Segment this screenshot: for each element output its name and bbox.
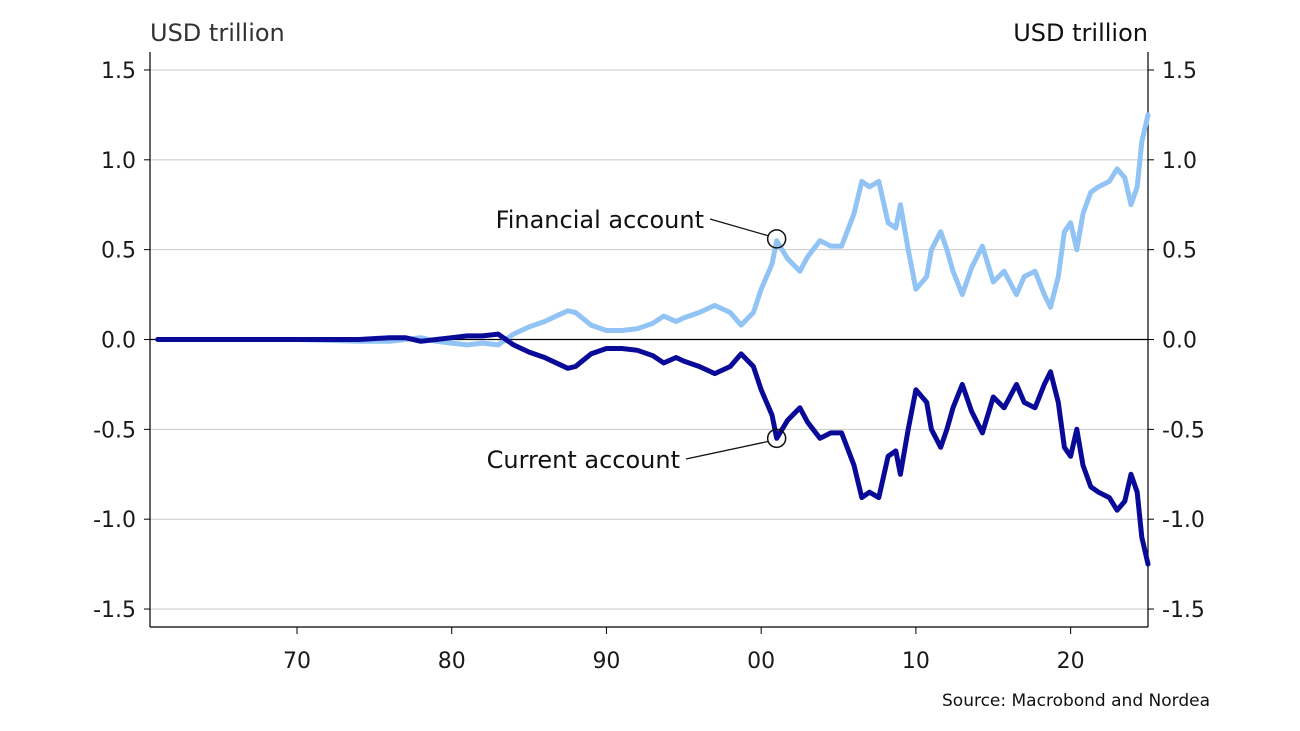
x-tick-label: 90 — [592, 649, 620, 674]
y-tick-label-left: -1.0 — [93, 508, 136, 533]
series-line-financial-account — [155, 112, 1151, 348]
annotation-circle — [766, 229, 787, 249]
annotation-label: Financial account — [496, 206, 704, 234]
annotation-circle — [766, 428, 787, 449]
axes: 1.5 1.5 1.0 1.0 0.5 0.5 0.0 0.0 -0.5 -0.5 -1.0 -1.0… — [93, 52, 1205, 674]
annotations: Financial account Current account — [487, 206, 787, 474]
y-tick-label-right: 0.5 — [1162, 239, 1197, 264]
x-tick-label: 70 — [283, 649, 311, 674]
x-tick-label: 00 — [747, 649, 775, 674]
x-tick-label: 80 — [438, 649, 466, 674]
y-tick-label-left: 1.0 — [101, 149, 136, 174]
y-tick-label-right: -1.0 — [1162, 508, 1205, 533]
series-lines — [155, 112, 1151, 567]
right-unit-label: USD trillion — [1013, 19, 1148, 47]
grid-lines — [150, 69, 1148, 610]
annotation-leader — [685, 440, 769, 460]
y-tick-label-right: 0.0 — [1162, 329, 1197, 354]
series-line-current-account — [155, 331, 1151, 567]
left-unit-label: USD trillion — [150, 19, 285, 47]
annotation-label: Current account — [487, 446, 680, 474]
x-tick-label: 10 — [902, 649, 930, 674]
y-tick-label-right: -1.5 — [1162, 598, 1205, 623]
y-tick-label-left: 0.5 — [101, 239, 136, 264]
y-tick-label-left: -1.5 — [93, 598, 136, 623]
x-tick-label: 20 — [1057, 649, 1085, 674]
y-tick-label-right: 1.5 — [1162, 59, 1197, 84]
y-tick-label-left: -0.5 — [93, 418, 136, 443]
y-tick-label-left: 1.5 — [101, 59, 136, 84]
source-note: Source: Macrobond and Nordea — [942, 691, 1210, 711]
y-tick-label-right: 1.0 — [1162, 149, 1197, 174]
annotation-leader — [709, 218, 769, 237]
y-tick-label-right: -0.5 — [1162, 418, 1205, 443]
y-tick-label-left: 0.0 — [101, 329, 136, 354]
